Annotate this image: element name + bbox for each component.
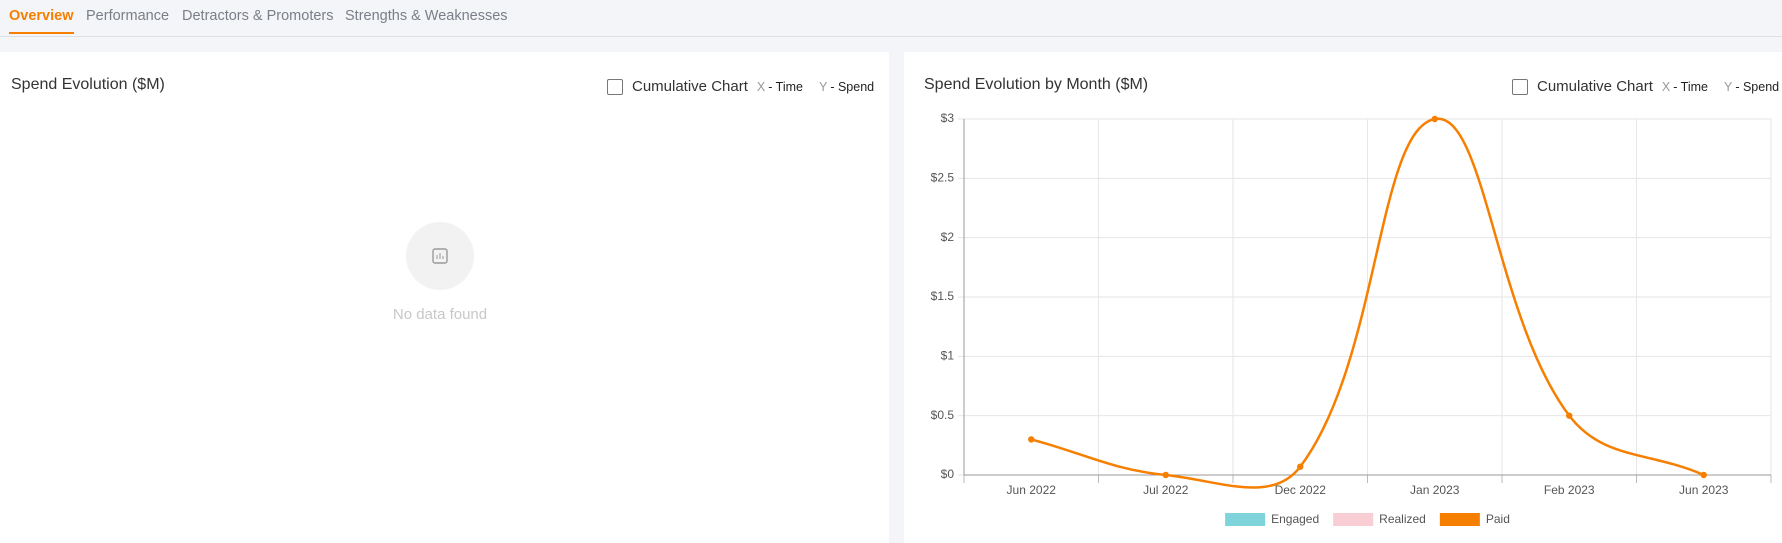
tab-bar: Overview Performance Detractors & Promot…	[0, 0, 1782, 37]
y-tick-label: $3	[941, 111, 955, 125]
point	[1700, 471, 1707, 479]
x-tick-label: Jun 2023	[1679, 483, 1729, 497]
panel-title: Spend Evolution by Month ($M)	[924, 76, 1149, 93]
point	[1162, 471, 1169, 479]
axis-key: Y	[1723, 79, 1733, 94]
axis-key: X	[756, 79, 766, 94]
point	[1566, 412, 1573, 419]
y-tick-label: $2	[941, 230, 955, 244]
tab[interactable]: Strengths & Weaknesses	[345, 8, 508, 24]
y-tick-label: $1	[941, 349, 955, 363]
x-tick-label: Jan 2023	[1410, 483, 1460, 497]
empty-icon	[406, 222, 474, 290]
axis-name: - Time	[1673, 79, 1708, 94]
legend-label: Realized	[1379, 512, 1426, 526]
x-tick-label: Jun 2022	[1007, 483, 1057, 497]
empty-text: No data found	[392, 306, 488, 323]
axis-name: - Spend	[830, 79, 875, 94]
point	[1431, 115, 1438, 123]
legend-label: Paid	[1486, 512, 1510, 526]
checkbox[interactable]	[1512, 78, 1528, 95]
y-tick-label: $1.5	[931, 289, 955, 303]
checkbox-label[interactable]: Cumulative Chart	[632, 78, 748, 95]
tab[interactable]: Overview	[9, 8, 74, 34]
axis-key: Y	[818, 79, 828, 94]
chart: $0 $0.5 $1 $1.5 $2 $2.5 $3 Jun 2022 Jul 2022 Dec …	[931, 111, 1772, 526]
legend-swatch	[1333, 513, 1374, 526]
x-tick-label: Jul 2022	[1143, 483, 1189, 497]
checkbox[interactable]	[607, 78, 623, 95]
y-tick-label: $0	[941, 467, 955, 481]
panel: Spend Evolution ($M) Cumulative Chart X-…	[0, 52, 889, 543]
icon	[432, 248, 448, 264]
tab[interactable]: Performance	[86, 8, 170, 24]
legend-label: Engaged	[1271, 512, 1319, 526]
panel-controls: Cumulative Chart X- Time Y- Spend	[607, 78, 874, 95]
x-tick-label: Feb 2023	[1544, 483, 1595, 497]
panel-controls: Cumulative Chart X- Time Y- Spend	[1512, 78, 1779, 95]
y-tick-label: $0.5	[931, 408, 955, 422]
axis-name: - Spend	[1735, 79, 1780, 94]
legend-swatch	[1225, 513, 1266, 526]
x-tick-label: Dec 2022	[1275, 483, 1327, 497]
axis-name: - Time	[768, 79, 803, 94]
tab[interactable]: Detractors & Promoters	[182, 8, 334, 24]
panel-title: Spend Evolution ($M)	[11, 76, 165, 93]
point	[1297, 463, 1304, 470]
y-tick-label: $2.5	[931, 171, 955, 185]
point	[1028, 436, 1035, 443]
axis-key: X	[1661, 79, 1671, 94]
legend-swatch	[1439, 513, 1480, 526]
checkbox-label[interactable]: Cumulative Chart	[1537, 78, 1653, 95]
